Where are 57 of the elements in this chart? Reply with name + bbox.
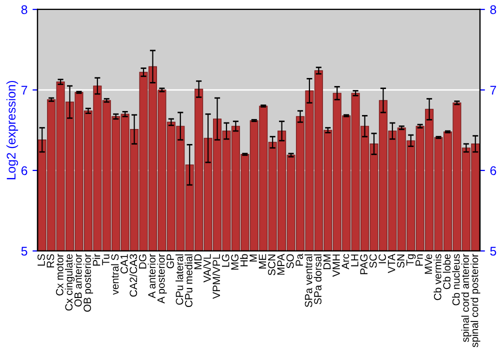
x-tick-label: Pa (296, 254, 304, 266)
x-tick-label: PAG (360, 254, 368, 274)
x-tick-label: Cb lobe (442, 254, 451, 290)
x-tick-label: MG (231, 254, 238, 270)
x-tick-label: Pn (416, 254, 423, 266)
x-tick-label: LH (351, 254, 358, 266)
x-tick-label: OB posterior (83, 254, 94, 312)
x-tick-label: DG (138, 254, 146, 268)
y2-tick-label: 7 (490, 86, 496, 94)
x-tick-label: GP (166, 254, 174, 268)
x-tick-label: Hb (240, 254, 248, 266)
y-axis-title: Log2 (expression) (6, 80, 18, 180)
x-tick-label: Cx motor (56, 254, 64, 296)
x-tick-label: CPu medial (184, 254, 192, 308)
x-tick-label: spinal cord anterior (461, 254, 472, 342)
x-tick-label: MD (194, 254, 202, 270)
x-tick-label: SCN (268, 254, 276, 276)
x-tick-label: VTA (388, 254, 396, 274)
y-tick-label: 6 (21, 166, 28, 176)
x-tick-label: Cx cingulate (64, 254, 75, 311)
x-tick-label: A anterior (148, 254, 156, 298)
x-tick-label: M (250, 254, 257, 262)
x-tick-label: CA2/CA3 (129, 254, 138, 297)
x-tick-label: SPa ventral (304, 254, 312, 308)
x-tick-label: SPa dorsal (314, 254, 322, 304)
x-tick-label: Cb nucleus (452, 254, 460, 306)
x-tick-label: IC (378, 254, 386, 264)
y2-tick-label: 8 (490, 5, 496, 14)
x-tick-label: DM (323, 254, 331, 270)
x-tick-label: VA/VL (203, 254, 211, 282)
x-tick-label: Tg (406, 254, 416, 266)
x-tick-label: Tu (102, 254, 110, 266)
y-tick-label: 7 (21, 86, 28, 94)
y-tick-label: 5 (21, 246, 28, 256)
x-tick-label: A posterior (157, 254, 167, 304)
y2-tick-label: 5 (490, 246, 496, 256)
x-tick-label: spinal cord posterior (470, 254, 480, 348)
x-tick-label: OB anterior (74, 254, 82, 306)
x-tick-label: ventral S (111, 254, 119, 295)
x-tick-label: Cb vermis (434, 254, 442, 300)
x-tick-label: SO (286, 254, 294, 268)
x-tick-label: Arc (342, 254, 350, 270)
x-tick-label: CA1 (120, 254, 128, 274)
x-tick-label: LS (38, 254, 45, 266)
x-tick-label: CPu lateral (176, 254, 184, 305)
x-tick-label: LG (222, 254, 230, 267)
x-tick-label: Pir (92, 254, 100, 266)
y-tick-label: 8 (21, 5, 28, 14)
x-tick-label: RS (46, 254, 54, 268)
x-tick-label: VMH (332, 254, 340, 277)
x-tick-label: SN (397, 254, 404, 268)
x-tick-label: VPM/VPL (212, 254, 220, 299)
y2-tick-label: 6 (490, 166, 496, 176)
x-tick-label: MVe (424, 254, 432, 274)
x-tick-label: ME (258, 254, 266, 268)
x-tick-label: SC (369, 254, 377, 268)
x-tick-label: MPA (277, 254, 284, 275)
